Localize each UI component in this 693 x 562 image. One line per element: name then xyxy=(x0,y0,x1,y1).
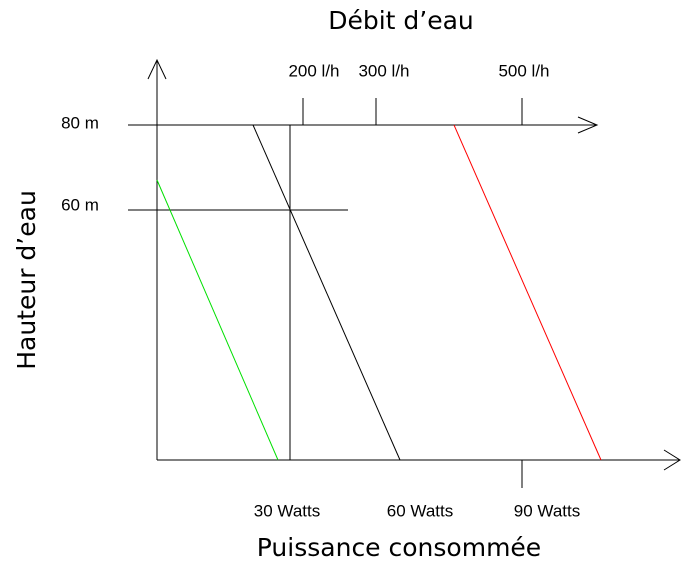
top-axis-arrow xyxy=(577,116,599,134)
left-tick-label: 80 m xyxy=(61,113,99,132)
green-line xyxy=(156,179,279,461)
black-line xyxy=(252,124,401,461)
bottom-axis-title: Puissance consommée xyxy=(257,533,541,562)
bottom-tick-label: 90 Watts xyxy=(514,501,580,520)
top-axis-title: Débit d’eau xyxy=(328,6,474,35)
y-axis-arrow xyxy=(147,58,167,80)
top-tick-label: 300 l/h xyxy=(358,61,409,80)
red-line xyxy=(453,124,602,461)
top-tick-label: 500 l/h xyxy=(498,61,549,80)
left-tick-label: 60 m xyxy=(61,195,99,214)
bottom-tick-label: 30 Watts xyxy=(254,501,320,520)
top-tick-label: 200 l/h xyxy=(288,61,339,80)
bottom-tick-label: 60 Watts xyxy=(387,501,453,520)
left-axis-title: Hauteur d’eau xyxy=(12,190,41,370)
bottom-axis-arrow xyxy=(663,449,681,471)
